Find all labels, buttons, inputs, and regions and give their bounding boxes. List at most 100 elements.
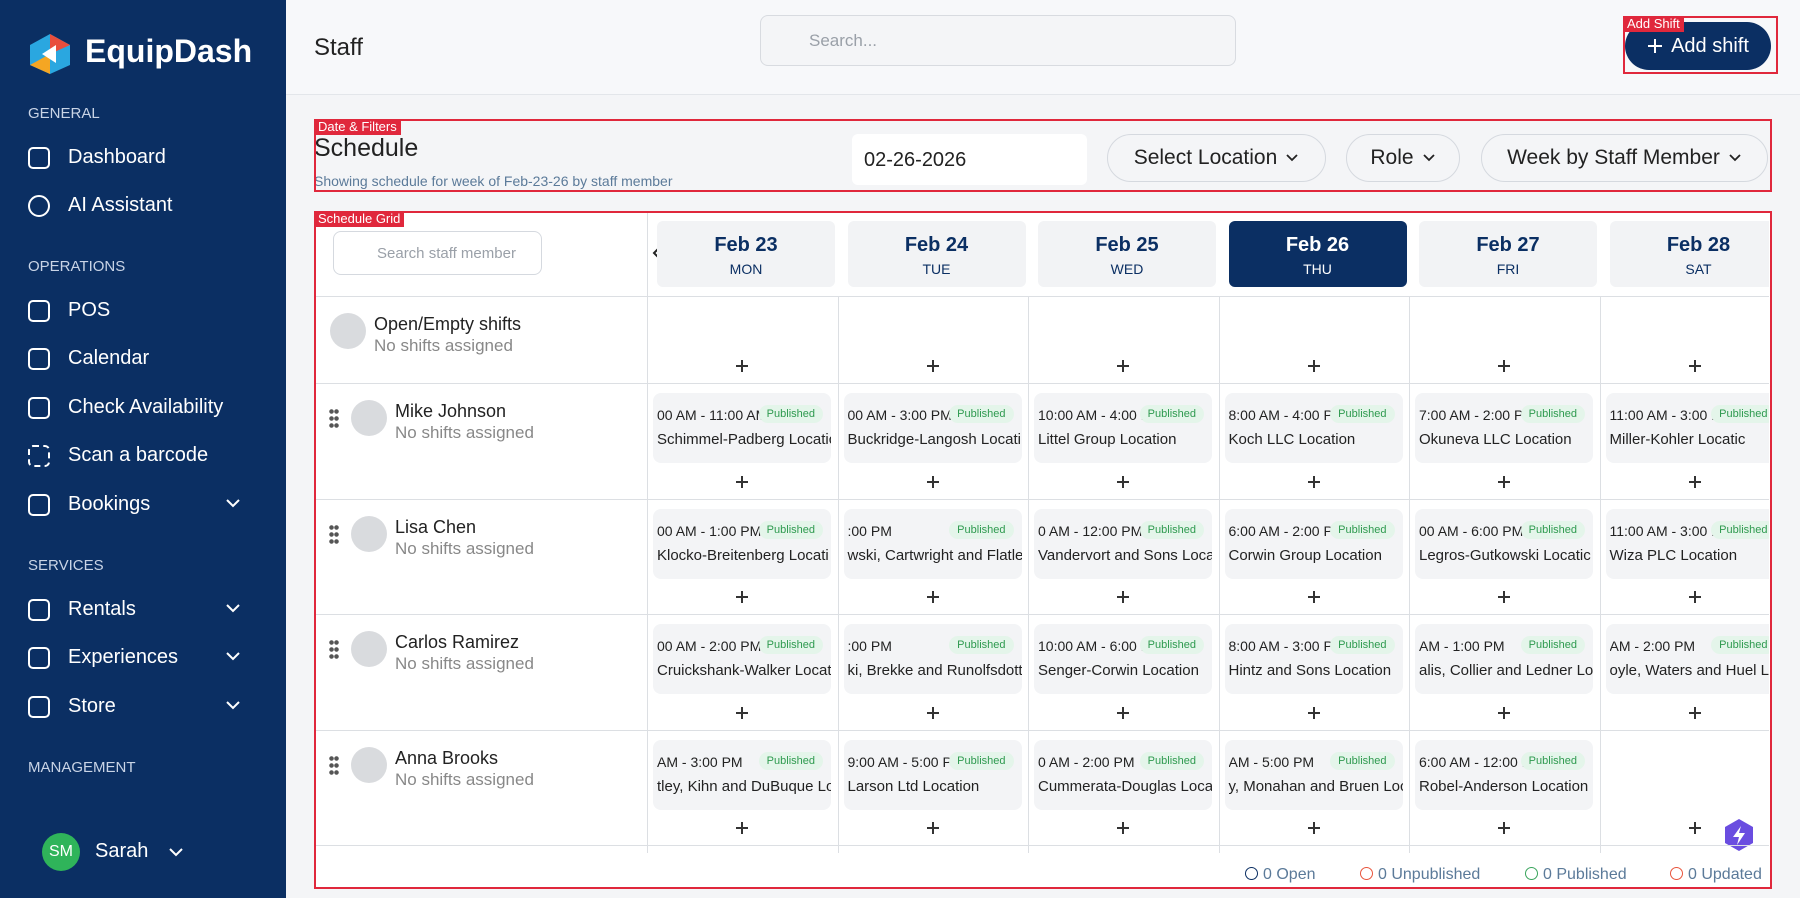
staff-status: No shifts assigned — [395, 654, 534, 673]
shift-card[interactable]: 00 AM - 1:00 PM Published Klocko-Breitenbe… — [653, 509, 831, 579]
shift-badge: Published — [1711, 521, 1769, 539]
add-shift-plus[interactable] — [1497, 475, 1511, 489]
add-shift-plus[interactable] — [1497, 706, 1511, 720]
role-filter[interactable]: Role — [1346, 134, 1460, 182]
shift-card[interactable]: 7:00 AM - 2:00 PM Published Okuneva LLC Lo… — [1415, 393, 1593, 463]
nav-item[interactable]: Dashboard — [28, 146, 166, 169]
add-shift-plus[interactable] — [1307, 590, 1321, 604]
shift-card[interactable]: AM - 5:00 PM Published y, Monahan and Brue… — [1224, 740, 1403, 810]
shift-location: Cummerata-Douglas Locat — [1038, 778, 1212, 795]
add-shift-plus[interactable] — [1307, 475, 1321, 489]
nav-item[interactable]: Bookings — [28, 493, 150, 516]
drag-handle[interactable] — [329, 524, 339, 544]
staff-search[interactable]: Search staff member — [333, 231, 542, 275]
nav-item[interactable]: Calendar — [28, 347, 149, 370]
day-header[interactable]: Feb 28 SAT — [1609, 221, 1769, 287]
add-shift-plus[interactable] — [1497, 359, 1511, 373]
day-header[interactable]: Feb 27 FRI — [1419, 221, 1597, 287]
add-shift-plus[interactable] — [735, 706, 749, 720]
add-shift-plus[interactable] — [1307, 706, 1321, 720]
chevron — [169, 848, 183, 857]
add-shift-plus[interactable] — [1116, 475, 1130, 489]
annotation-label: Schedule Grid — [314, 211, 405, 227]
shift-time: 11:00 AM - 3:00 PM — [1609, 523, 1720, 539]
add-shift-plus[interactable] — [1307, 359, 1321, 373]
day-header[interactable]: Feb 23 MON — [657, 221, 835, 287]
shift-card[interactable]: AM - 3:00 PM Published tley, Kihn and DuBu… — [653, 740, 831, 810]
add-shift-plus[interactable] — [926, 359, 940, 373]
annotation-label: Add Shift — [1623, 16, 1684, 32]
add-shift-plus[interactable] — [735, 359, 749, 373]
day-header[interactable]: Feb 24 TUE — [847, 221, 1026, 287]
avatar — [351, 400, 387, 436]
nav-label: Store — [68, 695, 116, 717]
nav-item[interactable]: AI Assistant — [28, 194, 173, 217]
add-shift-plus[interactable] — [926, 590, 940, 604]
add-shift-plus[interactable] — [1497, 821, 1511, 835]
schedule-subtitle: Showing schedule for week of Feb-23-26 b… — [314, 173, 673, 189]
add-shift-plus[interactable] — [1116, 590, 1130, 604]
add-shift-plus[interactable] — [735, 475, 749, 489]
add-shift-plus[interactable] — [1688, 821, 1702, 835]
view-filter[interactable]: Week by Staff Member — [1481, 134, 1768, 182]
add-shift-plus[interactable] — [735, 821, 749, 835]
day-header[interactable]: Feb 26 THU — [1228, 221, 1407, 287]
add-shift-plus[interactable] — [1116, 359, 1130, 373]
add-shift-plus[interactable] — [1688, 590, 1702, 604]
add-shift-plus[interactable] — [1497, 590, 1511, 604]
shift-card[interactable]: 0 AM - 2:00 PM Published Cummerata-Douglas… — [1034, 740, 1212, 810]
add-shift-plus[interactable] — [926, 475, 940, 489]
location-filter[interactable]: Select Location — [1107, 134, 1326, 182]
shift-card[interactable]: :00 PM Published wski, Cartwright and Flat… — [843, 509, 1022, 579]
shift-card[interactable]: 6:00 AM - 2:00 PM Published Corwin Group L… — [1224, 509, 1403, 579]
avatar — [351, 631, 387, 667]
user-name[interactable]: Sarah — [95, 840, 149, 862]
drag-handle[interactable] — [329, 639, 339, 659]
shift-card[interactable]: 9:00 AM - 5:00 PM Published Larson Ltd Loc… — [843, 740, 1022, 810]
shift-card[interactable]: 0 AM - 12:00 PM Published Vandervort and S… — [1034, 509, 1212, 579]
shift-card[interactable]: 00 AM - 6:00 PM Published Legros-Gutkowski… — [1415, 509, 1593, 579]
shift-card[interactable]: AM - 1:00 PM Published alis, Collier and L… — [1415, 624, 1593, 694]
add-shift-plus[interactable] — [1688, 706, 1702, 720]
date-input[interactable]: 02-26-2026 — [852, 134, 1087, 185]
add-shift-plus[interactable] — [735, 590, 749, 604]
drag-handle[interactable] — [329, 408, 339, 428]
day-weekday: THU — [1303, 261, 1332, 277]
shift-card[interactable]: :00 PM Published ki, Brekke and Runolfsdot… — [843, 624, 1022, 694]
add-shift-plus[interactable] — [1688, 359, 1702, 373]
shift-card[interactable]: 00 AM - 2:00 PM Published Cruickshank-Walk… — [653, 624, 831, 694]
nav-item[interactable]: POS — [28, 299, 110, 322]
shift-location: Buckridge-Langosh Locati — [847, 431, 1021, 448]
drag-handle[interactable] — [329, 755, 339, 775]
add-shift-plus[interactable] — [1307, 821, 1321, 835]
add-shift-plus[interactable] — [1116, 706, 1130, 720]
add-shift-plus[interactable] — [1688, 475, 1702, 489]
shift-card[interactable]: 8:00 AM - 4:00 PM Published Koch LLC Locat… — [1224, 393, 1403, 463]
add-shift-plus[interactable] — [926, 706, 940, 720]
add-shift-plus[interactable] — [926, 821, 940, 835]
page-title: Staff — [314, 34, 363, 61]
search-box[interactable]: Search... — [760, 15, 1236, 66]
nav-item[interactable]: Store — [28, 695, 116, 718]
shift-time: AM - 2:00 PM — [1609, 638, 1696, 654]
shift-badge: Published — [1711, 636, 1769, 654]
add-shift-plus[interactable] — [1116, 821, 1130, 835]
nav-item[interactable]: Scan a barcode — [28, 444, 208, 467]
nav-item[interactable]: Experiences — [28, 646, 178, 669]
shift-card[interactable]: 00 AM - 3:00 PM Published Buckridge-Langos… — [843, 393, 1022, 463]
nav-item[interactable]: Rentals — [28, 598, 136, 621]
nav-item[interactable]: Check Availability — [28, 396, 223, 419]
shift-card[interactable]: 8:00 AM - 3:00 PM Published Hintz and Sons… — [1224, 624, 1403, 694]
day-header[interactable]: Feb 25 WED — [1038, 221, 1216, 287]
shift-card[interactable]: AM - 2:00 PM Published oyle, Waters and Hu… — [1605, 624, 1769, 694]
shift-time: 0 AM - 2:00 PM — [1038, 754, 1135, 770]
chevron — [1422, 154, 1435, 162]
shift-card[interactable]: 00 AM - 11:00 AM Published Schimmel-Padber… — [653, 393, 831, 463]
assistant-button[interactable] — [1722, 818, 1756, 852]
user-avatar[interactable]: SM — [42, 833, 80, 871]
